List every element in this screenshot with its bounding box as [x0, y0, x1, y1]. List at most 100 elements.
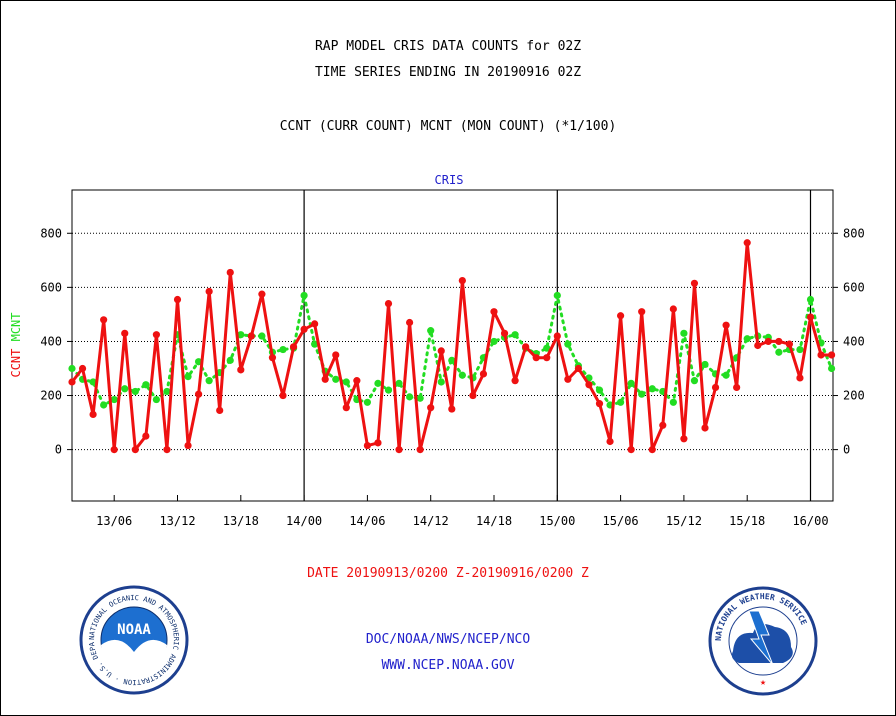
plot-label: CRIS	[435, 173, 464, 187]
chart-title-line1: RAP MODEL CRIS DATA COUNTS for 02Z	[314, 39, 582, 54]
ccnt-point	[627, 446, 635, 454]
mcnt-point	[701, 360, 709, 369]
series-ccnt	[68, 239, 836, 454]
mcnt-point	[458, 371, 466, 379]
ccnt-point	[785, 340, 794, 348]
mcnt-point	[627, 379, 635, 387]
mcnt-point	[722, 371, 730, 379]
ccnt-point	[754, 341, 762, 350]
mcnt-point	[427, 327, 435, 335]
ccnt-point	[89, 410, 97, 419]
ccnt-point	[226, 268, 234, 277]
ccnt-point	[701, 424, 709, 432]
ccnt-point	[796, 374, 804, 382]
ccnt-point	[764, 337, 772, 346]
noaa-logo-text: NOAA	[117, 622, 151, 638]
y-axis-label-mcnt: MCNT	[9, 312, 23, 341]
x-tick-label: 14/06	[349, 514, 385, 528]
y-tick-label: 600	[40, 280, 62, 294]
mcnt-point	[690, 377, 699, 385]
x-tick-label: 14/12	[413, 514, 449, 528]
ccnt-point	[711, 383, 720, 392]
mcnt-point	[100, 401, 108, 409]
mcnt-point	[300, 291, 308, 300]
mcnt-point	[595, 386, 604, 394]
ccnt-point	[585, 381, 593, 389]
ccnt-point	[437, 347, 445, 355]
website-link[interactable]: WWW.NCEP.NOAA.GOV	[381, 658, 515, 673]
ccnt-point	[448, 405, 456, 413]
ccnt-point	[775, 337, 783, 346]
ccnt-point	[490, 308, 498, 316]
mcnt-point	[184, 373, 192, 381]
mcnt-point	[142, 381, 150, 389]
nws-logo: ★ NATIONAL WEATHER SERVICE	[708, 586, 818, 696]
mcnt-point	[437, 378, 445, 386]
ccnt-point	[363, 441, 371, 450]
ccnt-point	[406, 318, 414, 327]
ccnt-point	[342, 404, 350, 412]
mcnt-point	[131, 387, 139, 396]
mcnt-point	[680, 329, 688, 337]
day-boundaries	[303, 190, 812, 501]
ccnt-point	[722, 321, 730, 329]
ccnt-point	[142, 432, 150, 440]
ccnt-point	[743, 239, 751, 247]
ccnt-point	[384, 299, 393, 308]
ccnt-point	[648, 446, 656, 454]
mcnt-point	[828, 364, 836, 373]
ccnt-point	[828, 351, 836, 359]
mcnt-point	[363, 398, 371, 406]
y-axis-label: CCNT MCNT	[9, 312, 23, 377]
y-tick-label: 200	[40, 389, 62, 403]
ccnt-point	[543, 354, 551, 362]
date-range: DATE 20190913/0200 Z-20190916/0200 Z	[307, 566, 589, 581]
ccnt-point	[131, 446, 139, 454]
mcnt-point	[226, 356, 234, 364]
ccnt-point	[574, 364, 583, 373]
x-tick-label: 13/18	[223, 514, 259, 528]
ccnt-point	[669, 305, 677, 313]
mcnt-point	[384, 386, 393, 394]
y-tick-label: 800	[40, 226, 62, 240]
ccnt-point	[416, 446, 424, 454]
ccnt-point	[606, 437, 614, 446]
y-tick-label: 200	[843, 389, 865, 403]
ccnt-point	[511, 377, 519, 385]
y-axis-right: 0 200 400 600 800	[833, 226, 865, 457]
mcnt-point	[110, 395, 118, 404]
mcnt-point	[511, 331, 519, 339]
ccnt-point	[680, 435, 688, 443]
mcnt-point	[406, 393, 414, 401]
ccnt-point	[532, 354, 540, 362]
ccnt-point	[479, 370, 488, 378]
y-tick-label: 800	[843, 226, 865, 240]
mcnt-point	[121, 385, 129, 393]
mcnt-point	[543, 344, 551, 352]
ccnt-point	[595, 400, 604, 408]
ccnt-point	[458, 276, 466, 285]
ccnt-point	[268, 354, 277, 362]
mcnt-point	[553, 291, 561, 300]
ccnt-point	[300, 325, 308, 333]
chart-subtitle: CCNT (CURR COUNT) MCNT (MON COUNT) (*1/1…	[279, 119, 617, 134]
y-tick-label: 600	[843, 280, 865, 294]
mcnt-point	[617, 398, 625, 406]
ccnt-point	[152, 331, 160, 339]
ccnt-point	[195, 390, 203, 398]
mcnt-point	[564, 340, 572, 348]
mcnt-point	[237, 331, 245, 339]
ccnt-point	[216, 406, 224, 415]
mcnt-point	[743, 335, 751, 343]
x-tick-label: 16/00	[792, 514, 828, 528]
ccnt-point	[522, 343, 530, 351]
mcnt-point	[638, 390, 646, 398]
mcnt-point	[68, 364, 76, 373]
ccnt-point	[173, 295, 182, 304]
x-tick-label: 15/00	[539, 514, 575, 528]
mcnt-point	[332, 375, 340, 383]
mcnt-point	[669, 398, 677, 406]
mcnt-point	[775, 348, 783, 356]
mcnt-point	[395, 379, 403, 387]
